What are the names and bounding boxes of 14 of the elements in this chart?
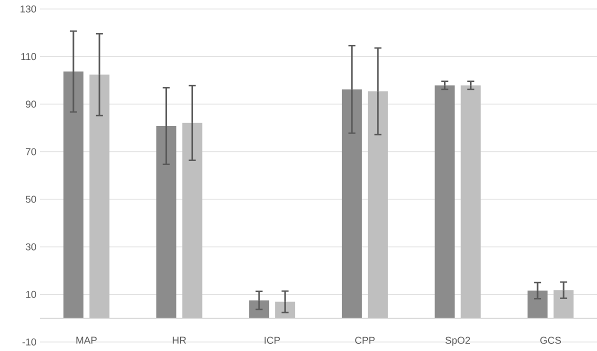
y-tick-label: 70 <box>26 148 36 156</box>
x-tick-label: ICP <box>264 336 280 344</box>
y-tick-label: 130 <box>20 5 36 13</box>
x-tick-label: HR <box>172 336 186 344</box>
x-tick-label: CPP <box>355 336 375 344</box>
y-tick-label: 10 <box>26 290 36 298</box>
y-tick-label: 30 <box>26 243 36 250</box>
y-tick-label: 90 <box>26 100 36 108</box>
y-tick-label: 50 <box>26 196 36 203</box>
x-tick-label: GCS <box>540 336 561 344</box>
y-tick-label: -10 <box>22 338 36 346</box>
y-tick-label: 110 <box>21 53 36 60</box>
x-tick-label: MAP <box>76 336 97 344</box>
x-tick-label: SpO2 <box>445 336 470 346</box>
